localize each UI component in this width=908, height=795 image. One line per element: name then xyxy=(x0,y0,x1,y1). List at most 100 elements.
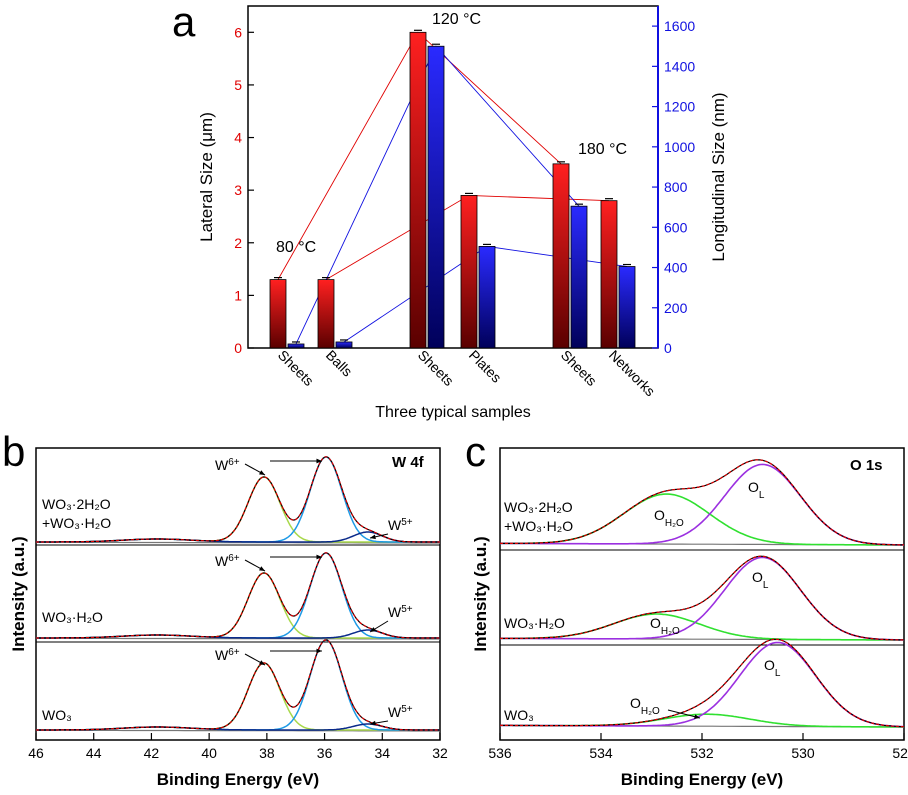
arrow-head xyxy=(316,554,322,560)
x-tick-label: 536 xyxy=(488,745,512,761)
plot-frame-c xyxy=(499,447,905,741)
trace-label-c2: WO₃·H₂O xyxy=(504,615,565,631)
arrow-head xyxy=(316,648,322,654)
annotation-ol: OL xyxy=(764,657,781,679)
trace-label-c3: WO₃ xyxy=(504,707,534,723)
left-tick-label: 0 xyxy=(234,340,242,356)
x-tick-label: 44 xyxy=(86,745,102,761)
arrow-head xyxy=(370,720,376,726)
peak-annotations-c: OL OH₂O OL OH₂O OL OH₂O xyxy=(630,479,781,719)
x-tick-label: 528 xyxy=(892,745,908,761)
annotation-oh2o: OH₂O xyxy=(630,695,660,717)
bar-longitudinal xyxy=(618,266,636,349)
arrow-head xyxy=(316,458,322,464)
peak-w5 xyxy=(36,531,440,543)
panel-b-title: W 4f xyxy=(392,454,425,471)
annotation-w6: W6+ xyxy=(215,647,240,664)
annotation-oh2o: OH₂O xyxy=(650,615,680,637)
bar-lateral xyxy=(552,163,570,349)
bar-lateral xyxy=(269,279,287,349)
left-tick-label: 5 xyxy=(234,77,242,93)
x-tick-label: 530 xyxy=(791,745,815,761)
left-tick-label: 3 xyxy=(234,182,242,198)
annotation-w6: W6+ xyxy=(215,553,240,570)
arrow-head xyxy=(259,566,265,571)
left-tick-label: 2 xyxy=(234,235,242,251)
x-tick-label: 34 xyxy=(374,745,390,761)
annotation-ol: OL xyxy=(752,569,769,591)
panel-label-b: b xyxy=(2,428,25,475)
fit-envelope xyxy=(36,552,440,639)
trace-label-b1b: +WO₃·H₂O xyxy=(42,515,111,531)
category-label: Networks xyxy=(606,347,659,400)
x-axis-ticks-b: 46 44 42 40 38 36 34 32 xyxy=(28,733,448,761)
fit-envelope xyxy=(500,555,904,641)
trace-label-b3: WO₃ xyxy=(42,707,72,723)
y-axis-title-b: Intensity (a.u.) xyxy=(9,536,28,651)
trace-label-b1: WO₃·2H₂O xyxy=(42,496,111,512)
right-axis-ticks: 0 200 400 600 800 1000 1200 1400 1600 xyxy=(652,18,695,356)
panel-c: 536 534 532 530 528 O 1s WO₃·2H₂O +WO₃·H₂O W… xyxy=(471,447,908,789)
trace-label-c1b: +WO₃·H₂O xyxy=(504,518,573,534)
x-tick-label: 38 xyxy=(259,745,275,761)
arrow-head xyxy=(259,660,265,665)
trace-label-b2: WO₃·H₂O xyxy=(42,609,103,625)
bar-longitudinal xyxy=(427,45,445,349)
fit-envelope xyxy=(500,459,904,546)
right-tick-label: 400 xyxy=(664,260,688,276)
y-axis-title-c: Intensity (a.u.) xyxy=(471,536,490,651)
annotation-oh2o: OH₂O xyxy=(654,507,684,529)
annotation-ol: OL xyxy=(748,479,765,501)
right-tick-label: 1200 xyxy=(664,99,695,115)
x-tick-label: 534 xyxy=(589,745,613,761)
x-tick-label: 532 xyxy=(690,745,714,761)
y-axis-title-left: Lateral Size (μm) xyxy=(197,112,216,242)
bar-longitudinal xyxy=(287,343,305,349)
bar-longitudinal xyxy=(335,341,353,349)
right-tick-label: 800 xyxy=(664,179,688,195)
right-tick-label: 0 xyxy=(664,340,672,356)
category-label: Sheets xyxy=(415,347,457,389)
plot-frame-a xyxy=(247,5,659,349)
bar-lateral xyxy=(460,195,478,349)
bar-group xyxy=(269,29,636,349)
x-tick-label: 32 xyxy=(432,745,448,761)
x-axis-ticks-c: 536 534 532 530 528 xyxy=(488,733,908,761)
peak-w6-4f52 xyxy=(36,662,440,731)
peak-ol xyxy=(500,641,905,728)
x-tick-label: 46 xyxy=(28,745,44,761)
bar-lateral xyxy=(317,279,335,349)
arrow-head xyxy=(694,714,700,719)
category-label: Balls xyxy=(323,347,356,380)
xps-curves-o1s xyxy=(500,459,905,728)
panel-a: 0 1 2 3 4 5 6 0 200 400 600 800 1000 1200 1400 1600 Sh… xyxy=(197,5,728,421)
group-label-80: 80 °C xyxy=(276,239,316,256)
arrow-head xyxy=(259,470,265,475)
peak-w6-4f52 xyxy=(36,572,440,639)
annotation-w6: W6+ xyxy=(215,457,240,474)
annotation-w5: W5+ xyxy=(388,704,413,721)
group-label-180: 180 °C xyxy=(578,141,627,158)
annotation-w5: W5+ xyxy=(388,604,413,621)
left-axis-ticks: 0 1 2 3 4 5 6 xyxy=(234,24,254,356)
peak-w6-4f72 xyxy=(36,552,440,639)
annotation-w5: W5+ xyxy=(388,517,413,534)
x-axis-title-c: Binding Energy (eV) xyxy=(621,770,783,789)
bar-lateral xyxy=(409,31,427,349)
category-label: Plates xyxy=(466,347,505,386)
bar-longitudinal xyxy=(478,246,496,349)
x-axis-title-b: Binding Energy (eV) xyxy=(157,770,319,789)
x-tick-label: 42 xyxy=(144,745,160,761)
right-tick-label: 1000 xyxy=(664,139,695,155)
background-line xyxy=(36,637,440,640)
trace-label-c1: WO₃·2H₂O xyxy=(504,499,573,515)
panel-label-c: c xyxy=(465,428,486,475)
y-axis-title-right: Longitudinal Size (nm) xyxy=(709,92,728,261)
right-tick-label: 1400 xyxy=(664,58,695,74)
x-tick-label: 40 xyxy=(201,745,217,761)
category-labels: Sheets Balls Sheets Plates Sheets Networks xyxy=(275,347,659,400)
fit-envelope xyxy=(500,638,905,728)
bar-longitudinal xyxy=(570,205,588,349)
experimental-curve xyxy=(36,552,440,639)
